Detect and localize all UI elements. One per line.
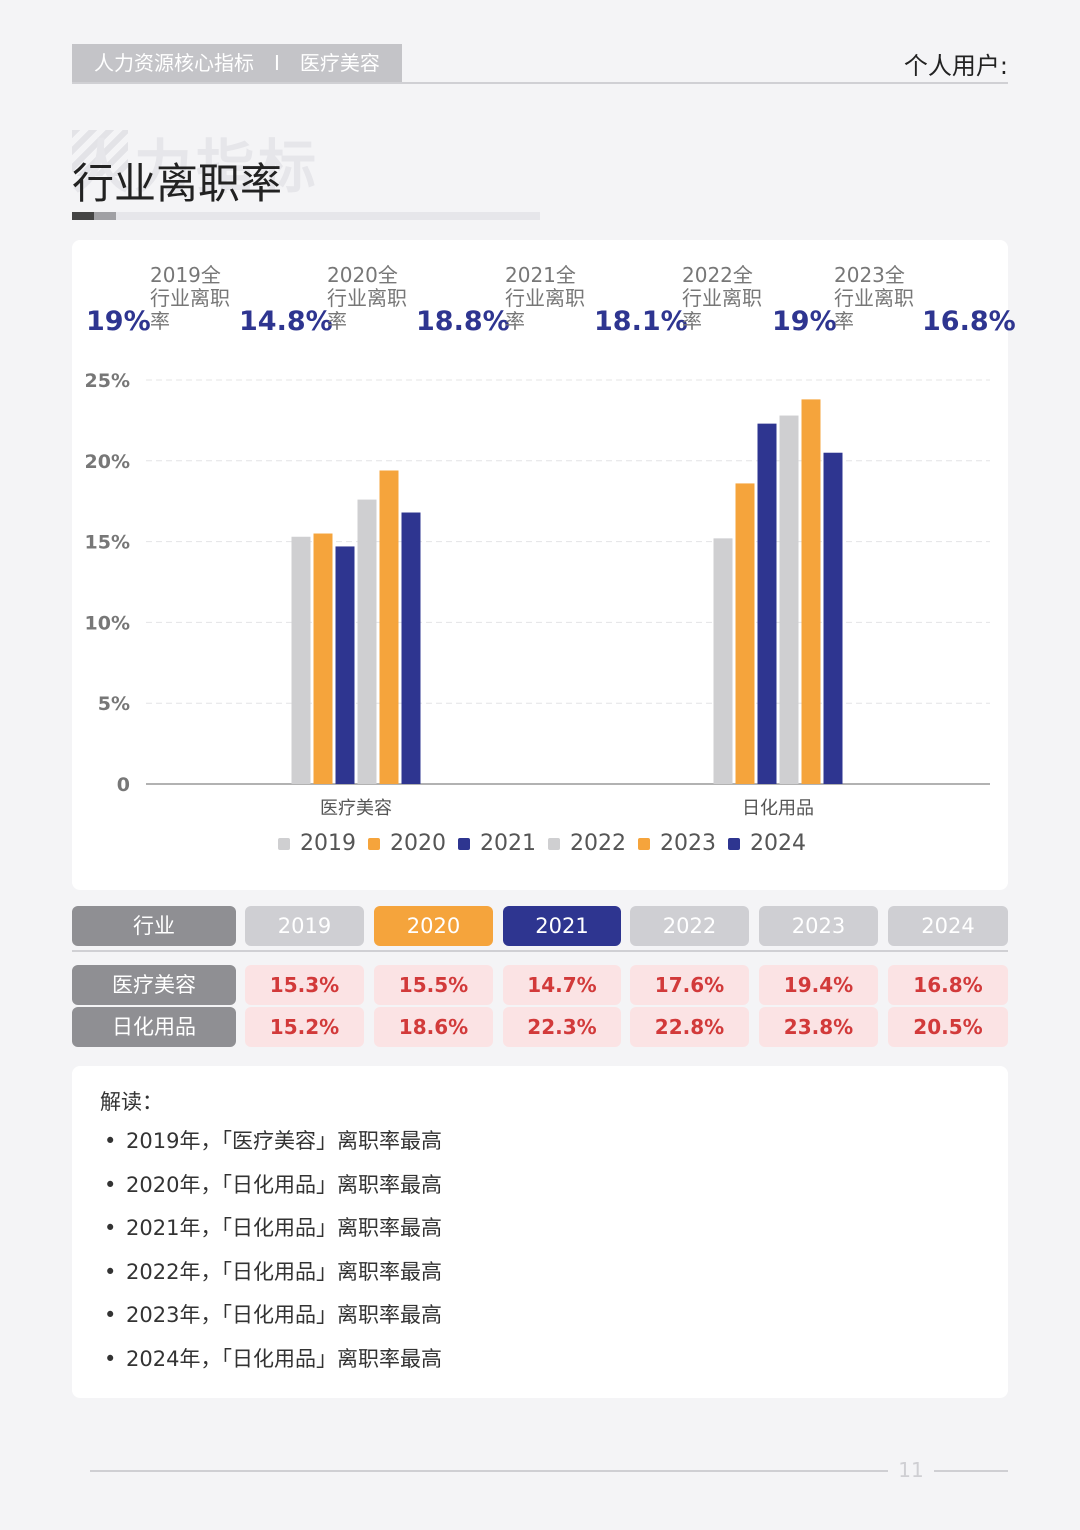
table-cell: 23.8% [759,1007,878,1047]
list-item: 2020年，「日化用品」离职率最高 [100,1164,980,1208]
legend-label-2024: 2024 [750,831,806,856]
bar-2021-1 [757,423,777,784]
legend-label-2019: 2019 [300,831,356,856]
legend-label-2023: 2023 [660,831,716,856]
breadcrumb-section: 人力资源核心指标 [94,51,254,75]
table-header-2019: 2019 [245,906,364,946]
list-item: 2024年，「日化用品」离职率最高 [100,1338,980,1382]
table-cell: 22.3% [503,1007,621,1047]
row-label-yiliao: 医疗美容 [72,965,236,1005]
bar-2022-0 [357,499,377,784]
breadcrumb: 人力资源核心指标 I 医疗美容 [72,44,402,82]
table-cell: 14.7% [503,965,621,1005]
table-cell: 20.5% [888,1007,1008,1047]
table-header-2022: 2022 [630,906,749,946]
table-cell: 17.6% [630,965,749,1005]
title-block: 人力指标 行业离职率 [72,120,542,225]
stat-label-2022: 2022全行业离职率 [682,263,762,333]
interpretation-list: 2019年，「医疗美容」离职率最高 2020年，「日化用品」离职率最高 2021… [100,1120,980,1382]
bar-chart: 0 5% 10% 15% 20% 25% 医疗美容 日化用品 2019 2020 2021 2022 2… [85,370,990,856]
row-label-rihua: 日化用品 [72,1007,236,1047]
legend-swatch-2021 [458,838,470,850]
table-header-industry: 行业 [72,906,236,946]
legend-label-2022: 2022 [570,831,626,856]
interpretation-card: 解读： 2019年，「医疗美容」离职率最高 2020年，「日化用品」离职率最高 … [72,1066,1008,1398]
table-cell: 18.6% [374,1007,493,1047]
stat-value-2020: 14.8% [239,306,333,337]
footer-rule-right [934,1470,1008,1472]
table-cell: 15.5% [374,965,493,1005]
stat-value-2021: 18.8% [416,306,510,337]
industry-stats: 19% 2019全行业离职率 14.8% 2020全行业离职率 18.8% 20… [72,240,1016,350]
bar-2020-0 [313,533,333,784]
table-cell: 15.2% [245,1007,364,1047]
legend-swatch-2019 [278,838,290,850]
interpretation-title: 解读： [100,1090,163,1114]
bar-2024-0 [401,512,421,784]
y-tick-label: 10% [85,612,130,634]
footer-rule-left [90,1470,888,1472]
bar-2024-1 [823,452,843,784]
legend-swatch-2020 [368,838,380,850]
stat-value-2019: 19% [86,306,151,337]
table-cell: 22.8% [630,1007,749,1047]
bar-2022-1 [779,415,799,784]
bar-2021-0 [335,546,355,784]
page-number: 11 [898,1458,924,1482]
x-tick-label: 医疗美容 [320,798,392,819]
bar-2020-1 [735,483,755,784]
bar-2023-0 [379,470,399,784]
bar-2019-0 [291,536,311,784]
bar-2023-1 [801,399,821,784]
hatch-decoration [72,130,128,176]
list-item: 2022年，「日化用品」离职率最高 [100,1251,980,1295]
breadcrumb-industry: 医疗美容 [299,51,380,75]
y-tick-label: 20% [85,451,130,473]
user-label: 个人用户: [903,52,1008,80]
stat-label-2021: 2021全行业离职率 [505,263,585,333]
list-item: 2019年，「医疗美容」离职率最高 [100,1120,980,1164]
title-watermark: 人力指标 [72,133,321,201]
chart-card: 19% 2019全行业离职率 14.8% 2020全行业离职率 18.8% 20… [72,240,1016,890]
table-cell: 19.4% [759,965,878,1005]
stat-value-2023: 19% [772,306,837,337]
table-header-2020: 2020 [374,906,493,946]
y-tick-label: 15% [85,532,130,554]
legend-label-2020: 2020 [390,831,446,856]
table-header: 行业 2019 2020 2021 2022 2023 2024 [72,906,1008,952]
list-item: 2021年，「日化用品」离职率最高 [100,1207,980,1251]
table-cell: 15.3% [245,965,364,1005]
stat-value-2024: 16.8% [922,306,1016,337]
table-cell: 16.8% [888,965,1008,1005]
y-tick-label: 0 [117,774,130,796]
legend-label-2021: 2021 [480,831,536,856]
title-underline [72,212,540,220]
stat-label-2019: 2019全行业离职率 [150,263,230,333]
legend-swatch-2024 [728,838,740,850]
y-tick-label: 5% [98,693,130,715]
table-header-2024: 2024 [888,906,1008,946]
bar-2019-1 [713,538,733,784]
list-item: 2023年，「日化用品」离职率最高 [100,1294,980,1338]
table-header-2021: 2021 [503,906,621,946]
page-title: 行业离职率 [72,159,283,208]
stat-value-2022: 18.1% [594,306,688,337]
breadcrumb-separator: I [274,51,280,75]
stat-label-2020: 2020全行业离职率 [327,263,407,333]
table-header-2023: 2023 [759,906,878,946]
legend-swatch-2022 [548,838,560,850]
y-tick-label: 25% [85,370,130,392]
top-bar: 人力资源核心指标 I 医疗美容 个人用户: [72,44,1008,84]
legend-swatch-2023 [638,838,650,850]
stat-label-2023: 2023全行业离职率 [834,263,914,333]
x-tick-label: 日化用品 [742,798,814,819]
